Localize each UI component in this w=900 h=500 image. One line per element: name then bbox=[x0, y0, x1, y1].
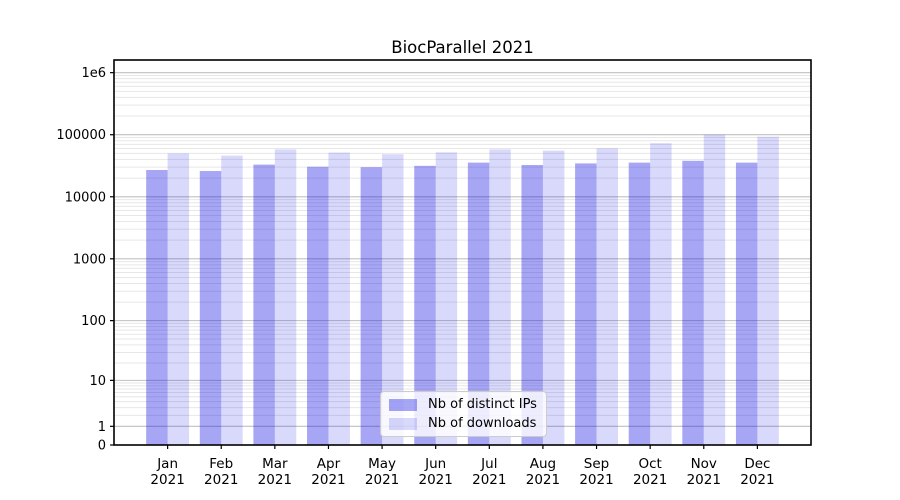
x-tick-label-year: 2021 bbox=[258, 472, 292, 488]
bar-downloads-jul bbox=[489, 149, 511, 445]
y-tick-label: 10 bbox=[89, 374, 106, 389]
x-tick-label-year: 2021 bbox=[633, 472, 667, 488]
x-tick-label-month: Sep bbox=[584, 456, 609, 472]
legend-swatch-downloads bbox=[389, 417, 417, 430]
bar-downloads-nov bbox=[703, 134, 726, 446]
y-tick-label: 1 bbox=[98, 420, 106, 435]
bar-distinct-ips-feb bbox=[199, 171, 222, 445]
x-tick-label-year: 2021 bbox=[311, 472, 345, 488]
x-tick-label-month: Jun bbox=[424, 456, 446, 472]
x-tick-label-year: 2021 bbox=[365, 472, 399, 488]
y-tick-label: 100000 bbox=[56, 128, 106, 143]
x-tick-label-month: Dec bbox=[744, 456, 770, 472]
bar-distinct-ips-sep bbox=[575, 163, 597, 445]
bar-downloads-mar bbox=[274, 149, 297, 445]
bar-distinct-ips-mar bbox=[253, 164, 275, 445]
legend: Nb of distinct IPs Nb of downloads bbox=[380, 391, 547, 437]
x-tick-label-month: Mar bbox=[262, 456, 288, 472]
x-tick-label-year: 2021 bbox=[204, 472, 238, 488]
bar-distinct-ips-jan bbox=[146, 170, 168, 445]
x-tick-label-year: 2021 bbox=[526, 472, 560, 488]
y-tick-label: 1e6 bbox=[81, 66, 106, 81]
legend-label-distinct-ips: Nb of distinct IPs bbox=[428, 397, 537, 412]
y-tick-label: 10000 bbox=[65, 190, 106, 205]
bar-downloads-oct bbox=[650, 143, 672, 445]
legend-entry-distinct-ips: Nb of distinct IPs bbox=[381, 397, 546, 413]
bar-downloads-dec bbox=[757, 136, 779, 445]
y-tick-label: 100 bbox=[81, 314, 106, 329]
bar-downloads-aug bbox=[542, 150, 565, 445]
bar-distinct-ips-aug bbox=[521, 165, 543, 445]
bar-downloads-jun bbox=[435, 152, 458, 445]
legend-swatch-distinct-ips bbox=[389, 398, 417, 411]
bar-distinct-ips-nov bbox=[682, 160, 704, 445]
x-tick-label-year: 2021 bbox=[419, 472, 453, 488]
x-tick-label-month: Jul bbox=[480, 456, 497, 472]
y-tick-label: 0 bbox=[98, 439, 106, 454]
bar-distinct-ips-oct bbox=[628, 162, 651, 445]
x-tick-label-month: May bbox=[368, 456, 396, 472]
chart-title: BiocParallel 2021 bbox=[391, 38, 534, 57]
bar-distinct-ips-dec bbox=[735, 162, 758, 445]
bar-downloads-feb bbox=[221, 155, 243, 446]
bar-distinct-ips-apr bbox=[307, 166, 329, 445]
x-tick-label-year: 2021 bbox=[150, 472, 184, 488]
bar-downloads-jan bbox=[167, 153, 190, 446]
bar-downloads-sep bbox=[596, 148, 618, 445]
x-tick-label-month: Oct bbox=[638, 456, 661, 472]
legend-entry-downloads: Nb of downloads bbox=[381, 416, 546, 432]
x-tick-label-month: Jan bbox=[156, 456, 178, 472]
x-tick-label-month: Aug bbox=[530, 456, 556, 472]
legend-label-downloads: Nb of downloads bbox=[428, 416, 537, 431]
bar-distinct-ips-jun bbox=[414, 165, 436, 446]
x-tick-label-year: 2021 bbox=[579, 472, 613, 488]
bar-distinct-ips-may bbox=[360, 167, 383, 445]
x-tick-label-month: Apr bbox=[317, 456, 341, 472]
y-tick-label: 1000 bbox=[73, 252, 106, 267]
x-tick-label-month: Feb bbox=[209, 456, 233, 472]
bar-downloads-may bbox=[382, 154, 404, 445]
axes-frame bbox=[113, 59, 812, 446]
bar-downloads-apr bbox=[328, 152, 350, 445]
x-tick-label-year: 2021 bbox=[687, 472, 721, 488]
x-tick-label-year: 2021 bbox=[472, 472, 506, 488]
bar-distinct-ips-jul bbox=[467, 162, 490, 445]
x-tick-label-year: 2021 bbox=[740, 472, 774, 488]
x-tick-label-month: Nov bbox=[691, 456, 717, 472]
